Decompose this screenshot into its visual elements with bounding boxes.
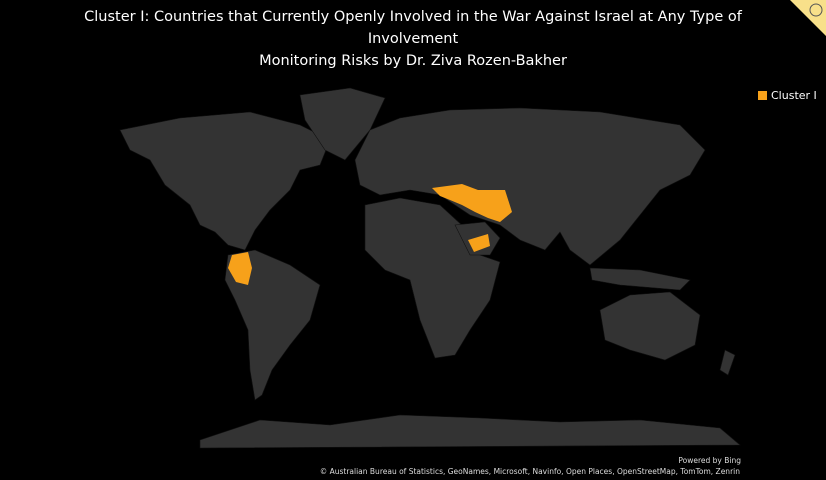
title-block: Cluster I: Countries that Currently Open… <box>60 6 766 72</box>
indonesia <box>589 267 691 291</box>
greenland <box>299 87 386 161</box>
cluster-country <box>468 234 490 252</box>
south-america <box>224 249 321 401</box>
cluster-country <box>432 184 512 222</box>
legend-swatch <box>758 91 767 100</box>
powered-by: Powered by Bing <box>678 456 741 465</box>
legend: Cluster I <box>758 89 817 102</box>
info-icon[interactable] <box>809 3 823 17</box>
chart-subtitle: Monitoring Risks by Dr. Ziva Rozen-Bakhe… <box>259 53 567 69</box>
legend-label: Cluster I <box>771 89 817 102</box>
north-america <box>119 111 331 251</box>
eurasia <box>354 107 706 266</box>
new-zealand <box>719 349 736 376</box>
cluster-country <box>228 252 252 285</box>
antarctica <box>199 414 741 449</box>
australia <box>599 291 701 361</box>
info-corner[interactable] <box>790 0 826 36</box>
map-credits: © Australian Bureau of Statistics, GeoNa… <box>319 467 740 476</box>
chart-title: Cluster I: Countries that Currently Open… <box>84 9 742 47</box>
africa <box>364 197 501 359</box>
